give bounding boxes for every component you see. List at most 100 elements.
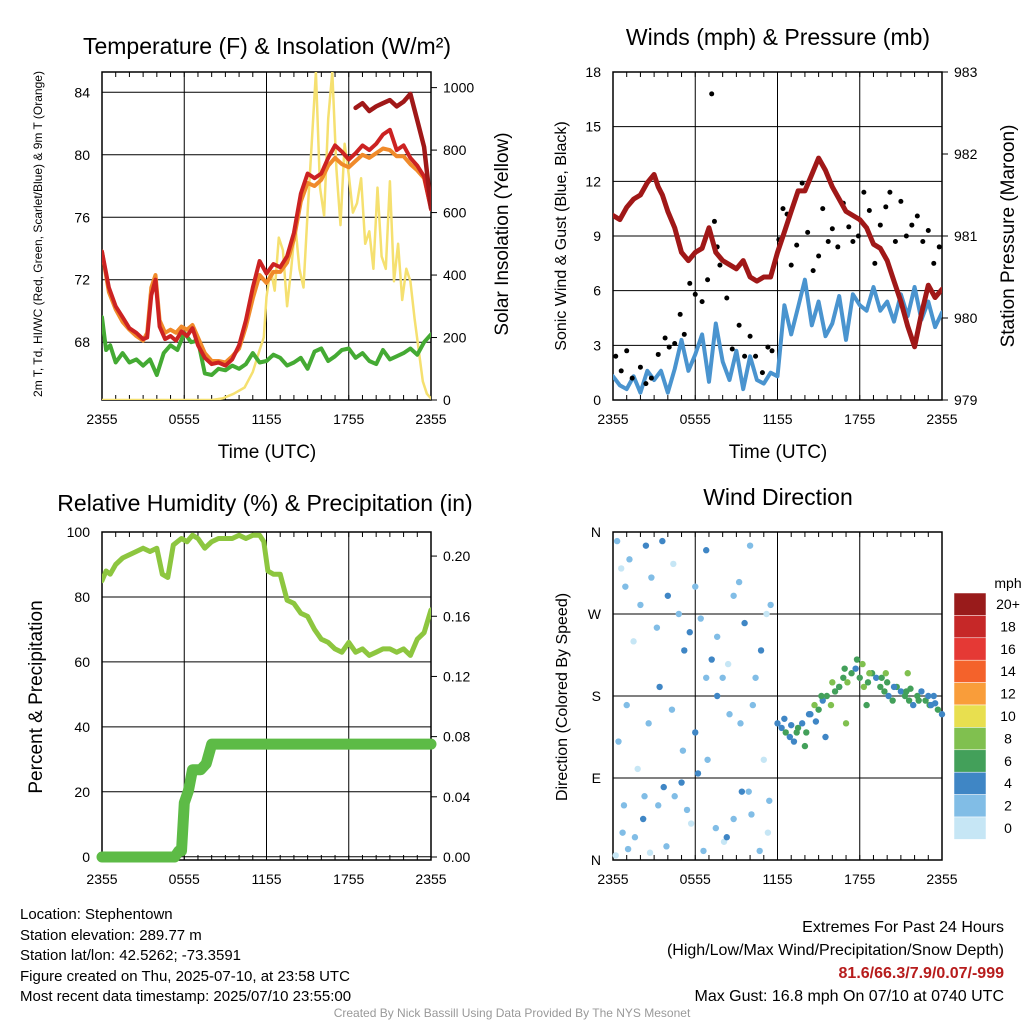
y-tick-label: S bbox=[592, 688, 601, 704]
created-text: Figure created on Thu, 2025-07-10, at 23… bbox=[20, 967, 350, 985]
gust-point bbox=[624, 348, 630, 354]
legend-label: 4 bbox=[1004, 775, 1012, 791]
gust-point bbox=[820, 206, 826, 212]
gust-point bbox=[877, 222, 883, 228]
y2-tick-label: 982 bbox=[954, 146, 978, 162]
y2-tick-label: 600 bbox=[443, 205, 467, 221]
y2-axis-label: Solar Insolation (Yellow) bbox=[492, 132, 513, 335]
direction-point bbox=[626, 556, 633, 563]
y-tick-label: 100 bbox=[67, 524, 91, 540]
direction-point bbox=[724, 660, 732, 668]
direction-point bbox=[835, 683, 843, 691]
gust-point bbox=[753, 353, 759, 359]
direction-point bbox=[864, 679, 872, 686]
direction-point bbox=[746, 542, 754, 549]
chart-title: Temperature (F) & Insolation (W/m²) bbox=[83, 33, 451, 59]
y-tick-label: 15 bbox=[585, 119, 601, 135]
y-tick-label: 6 bbox=[593, 283, 601, 299]
chart-title: Relative Humidity (%) & Precipitation (i… bbox=[57, 490, 472, 516]
gust-point bbox=[887, 189, 893, 195]
direction-point bbox=[719, 674, 726, 681]
gust-point bbox=[925, 228, 931, 234]
y-tick-label: 40 bbox=[74, 719, 90, 735]
chart-title: Winds (mph) & Pressure (mb) bbox=[626, 24, 930, 50]
y-axis-label: Percent & Precipitation bbox=[26, 600, 47, 793]
extremes-info: Extremes For Past 24 Hours (High/Low/Max… bbox=[667, 916, 1004, 1008]
direction-point bbox=[704, 756, 711, 763]
direction-point bbox=[859, 660, 866, 668]
direction-point bbox=[760, 756, 767, 763]
legend-label: 12 bbox=[1000, 686, 1016, 702]
plot-frame bbox=[101, 71, 432, 401]
direction-point bbox=[645, 720, 652, 727]
direction-point bbox=[818, 692, 825, 700]
direction-point bbox=[656, 683, 663, 691]
legend-label: 2 bbox=[1004, 798, 1012, 814]
direction-point bbox=[803, 729, 810, 736]
legend-swatch bbox=[953, 794, 987, 818]
gust-point bbox=[655, 351, 661, 357]
direction-point bbox=[915, 697, 922, 704]
gust-point bbox=[672, 341, 678, 347]
x-tick-label: 1755 bbox=[333, 411, 364, 427]
direction-point bbox=[910, 701, 917, 709]
y-tick-label: 0 bbox=[82, 849, 90, 865]
temperature-insolation-panel: Temperature (F) & Insolation (W/m²) Time… bbox=[31, 33, 513, 463]
direction-point bbox=[873, 674, 880, 681]
direction-point bbox=[827, 701, 835, 709]
direction-point bbox=[918, 688, 925, 695]
direction-point bbox=[737, 720, 744, 727]
gust-point bbox=[892, 238, 898, 244]
y2-tick-label: 1000 bbox=[443, 80, 474, 96]
legend-swatch bbox=[953, 727, 987, 751]
gust-point bbox=[637, 364, 643, 370]
x-tick-label: 0555 bbox=[680, 871, 711, 887]
legend-swatch bbox=[953, 659, 987, 683]
direction-point bbox=[622, 583, 629, 590]
gust-point bbox=[835, 244, 841, 250]
y-axis-label: 2m T, Td, HI/WC (Red, Green, Scarlet/Blu… bbox=[31, 71, 45, 397]
direction-point bbox=[692, 583, 699, 590]
x-tick-label: 0555 bbox=[169, 871, 200, 887]
gust-point bbox=[729, 346, 735, 352]
y2-tick-label: 979 bbox=[954, 392, 978, 408]
direction-point bbox=[741, 619, 748, 627]
direction-point bbox=[648, 574, 655, 581]
y2-tick-label: 0.12 bbox=[443, 668, 470, 684]
direction-point bbox=[612, 852, 619, 859]
direction-point bbox=[788, 721, 795, 729]
y2-tick-label: 400 bbox=[443, 267, 467, 283]
y2-tick-label: 0 bbox=[443, 392, 451, 408]
direction-point bbox=[931, 700, 939, 707]
dew-series-line bbox=[102, 315, 431, 377]
y-tick-label: 76 bbox=[74, 209, 90, 225]
direction-point bbox=[811, 701, 818, 709]
direction-point bbox=[615, 738, 622, 745]
gust-point bbox=[711, 218, 717, 224]
gust-point bbox=[643, 381, 649, 387]
gust-point bbox=[709, 91, 715, 97]
direction-point bbox=[613, 537, 621, 545]
legend-label: 14 bbox=[1000, 663, 1016, 679]
direction-point bbox=[883, 679, 891, 686]
y-tick-label: 12 bbox=[585, 173, 601, 189]
direction-point bbox=[829, 679, 836, 686]
direction-point bbox=[663, 843, 670, 850]
direction-point bbox=[863, 701, 870, 709]
plot-content: 2355 0555 1155 1755 2355 68 72 76 80 84 0 200 400 600… bbox=[74, 71, 474, 427]
gust-point bbox=[742, 353, 748, 359]
humidity-precip-panel: Relative Humidity (%) & Precipitation (i… bbox=[26, 490, 473, 887]
direction-point bbox=[735, 578, 743, 586]
x-tick-label: 1755 bbox=[333, 871, 364, 887]
direction-point bbox=[618, 565, 625, 572]
direction-point bbox=[853, 656, 861, 663]
location-text: Location: Stephentown bbox=[20, 906, 173, 923]
x-tick-label: 1755 bbox=[844, 411, 875, 427]
direction-point bbox=[907, 685, 914, 692]
direction-point bbox=[904, 670, 911, 677]
gust-point bbox=[920, 238, 926, 244]
direction-point bbox=[726, 711, 733, 718]
legend-label: 18 bbox=[1000, 618, 1016, 634]
latlon-text: Station lat/lon: 42.5262; -73.3591 bbox=[20, 947, 242, 964]
